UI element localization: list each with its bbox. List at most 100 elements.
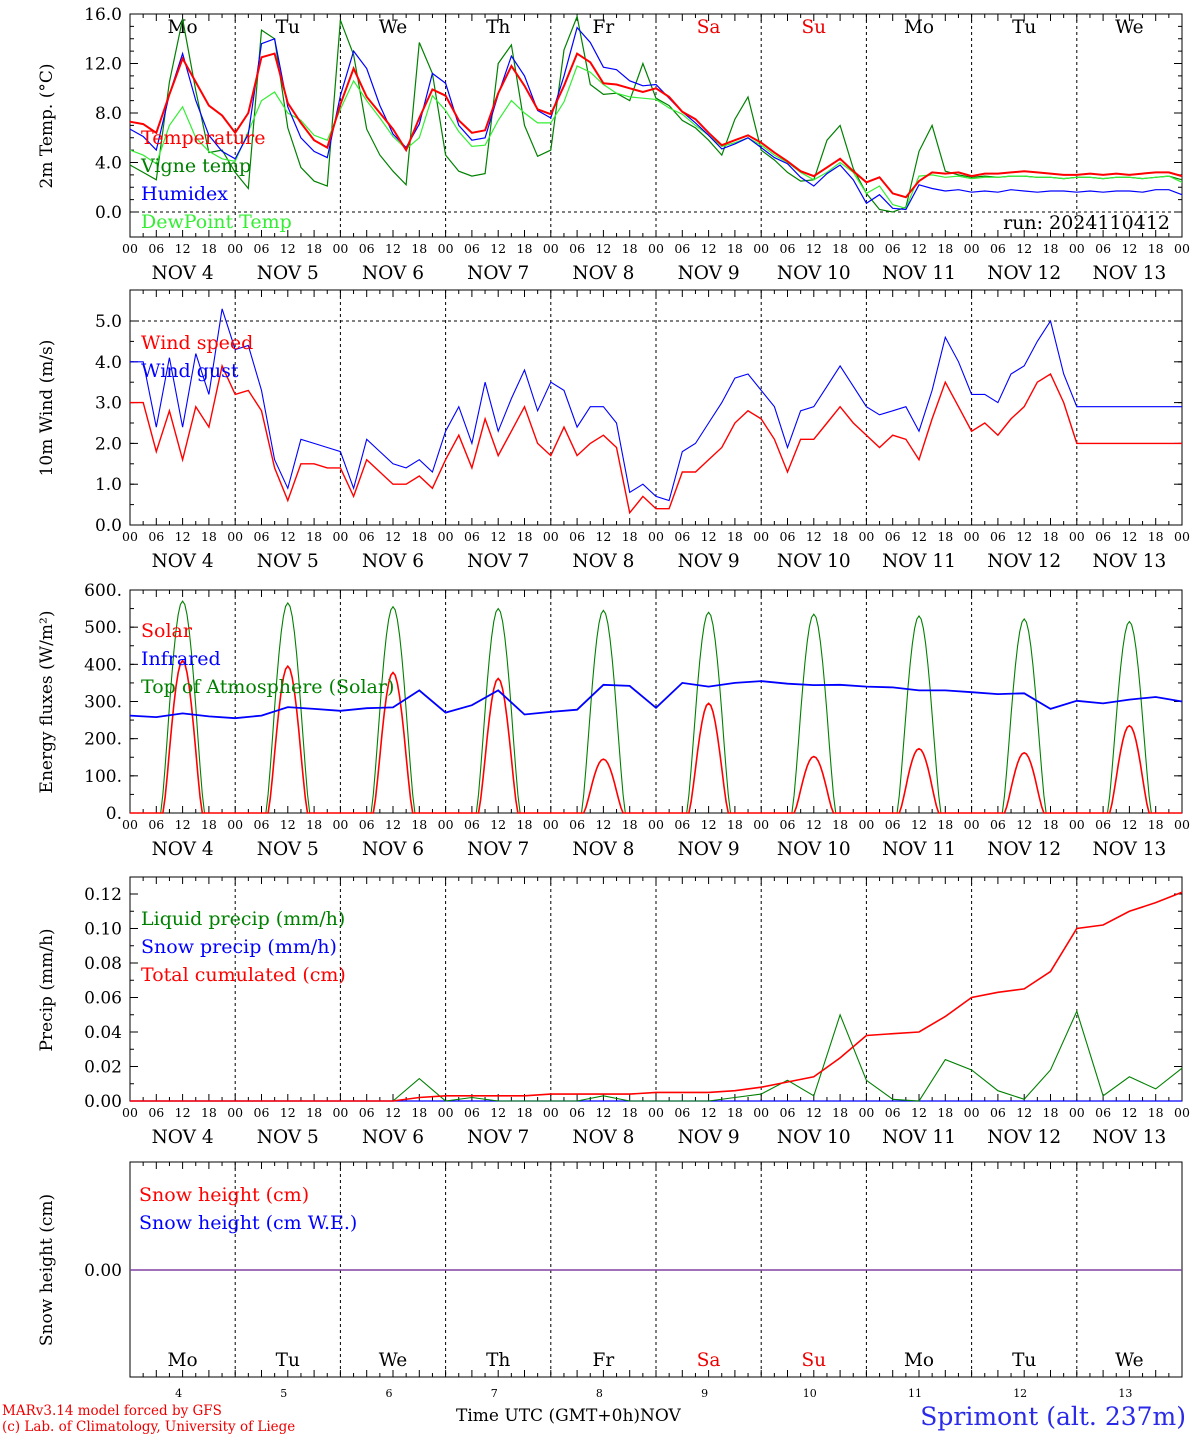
y-tick-label: 0.12 — [84, 885, 122, 905]
hour-label: 18 — [411, 241, 427, 256]
hour-label: 00 — [122, 817, 138, 832]
weekday-label: Su — [802, 17, 827, 38]
hour-label: 18 — [622, 529, 638, 544]
hour-label: 12 — [1016, 241, 1032, 256]
hour-label: 06 — [990, 241, 1006, 256]
weekday-label: Fr — [593, 1350, 615, 1371]
hour-label: 12 — [806, 1105, 822, 1120]
hour-label: 18 — [306, 529, 322, 544]
credit-line-1: MARv3.14 model forced by GFS — [2, 1403, 222, 1419]
day-number-label: 11 — [908, 1387, 922, 1400]
y-tick-label: 0.06 — [84, 989, 122, 1009]
y-axis-label-wind: 10m Wind (m/s) — [37, 340, 57, 477]
hour-label: 00 — [227, 1105, 243, 1120]
hour-label: 00 — [1069, 529, 1085, 544]
hour-label: 18 — [1043, 1105, 1059, 1120]
legend-entry: Total cumulated (cm) — [141, 964, 346, 986]
date-label: NOV 13 — [1092, 263, 1166, 284]
hour-label: 12 — [806, 241, 822, 256]
date-label: NOV 6 — [362, 551, 424, 572]
y-tick-label: 8.0 — [95, 104, 122, 124]
series-line-temperature — [129, 52, 1183, 199]
series-line-wind-speed — [130, 363, 1182, 515]
weekday-label: Mo — [168, 17, 198, 38]
weekday-label: Tu — [276, 1350, 300, 1371]
hour-label: 06 — [885, 529, 901, 544]
date-label: NOV 6 — [362, 263, 424, 284]
hour-label: 12 — [175, 529, 191, 544]
hour-label: 12 — [701, 241, 717, 256]
weekday-label: Sa — [697, 1350, 721, 1371]
hour-label: 12 — [490, 529, 506, 544]
weekday-label: Mo — [904, 1350, 934, 1371]
y-tick-label: 600. — [84, 581, 122, 601]
hour-label: 18 — [832, 1105, 848, 1120]
y-tick-label: 0.04 — [84, 1023, 122, 1043]
y-tick-label: 3.0 — [95, 394, 122, 414]
hour-label: 00 — [1174, 529, 1190, 544]
hour-label: 18 — [1148, 817, 1164, 832]
hour-label: 00 — [1069, 1105, 1085, 1120]
weekday-label: We — [379, 17, 408, 38]
hour-label: 12 — [280, 241, 296, 256]
hour-label: 12 — [280, 1105, 296, 1120]
hour-label: 00 — [543, 817, 559, 832]
hour-label: 06 — [254, 241, 270, 256]
hour-label: 00 — [753, 817, 769, 832]
panel-frame-3 — [129, 589, 1183, 814]
date-label: NOV 9 — [678, 1127, 740, 1148]
hour-label: 12 — [385, 1105, 401, 1120]
weekday-label: Th — [486, 17, 510, 38]
hour-label: 00 — [648, 1105, 664, 1120]
hour-label: 18 — [727, 241, 743, 256]
day-number-label: 8 — [596, 1387, 603, 1400]
day-number-label: 10 — [803, 1387, 817, 1400]
date-label: NOV 4 — [152, 551, 214, 572]
hour-label: 00 — [438, 529, 454, 544]
time-label: Time UTC (GMT+0h) — [456, 1406, 641, 1426]
hour-label: 18 — [1043, 817, 1059, 832]
hour-label: 18 — [201, 241, 217, 256]
y-tick-label: 2.0 — [95, 434, 122, 454]
hour-label: 12 — [911, 817, 927, 832]
hour-label: 00 — [964, 241, 980, 256]
hour-label: 00 — [332, 241, 348, 256]
hour-label: 06 — [148, 817, 164, 832]
hour-label: 12 — [1121, 817, 1137, 832]
hour-label: 06 — [674, 241, 690, 256]
date-label: NOV 5 — [257, 1127, 319, 1148]
hour-label: 00 — [753, 241, 769, 256]
hour-label: 18 — [622, 1105, 638, 1120]
hour-label: 00 — [858, 241, 874, 256]
legend-entry: Vigne temp — [140, 155, 251, 177]
date-label: NOV 13 — [1092, 551, 1166, 572]
weekday-label: Fr — [593, 17, 615, 38]
legend-entry: Snow precip (mm/h) — [141, 936, 337, 958]
hour-label: 06 — [780, 817, 796, 832]
hour-label: 06 — [885, 817, 901, 832]
hour-label: 18 — [622, 817, 638, 832]
hour-label: 12 — [175, 817, 191, 832]
y-tick-label: 0. — [106, 804, 122, 824]
date-label: NOV 10 — [777, 263, 851, 284]
series-line-dewpoint-temp — [129, 65, 1183, 210]
hour-label: 06 — [254, 1105, 270, 1120]
hour-label: 18 — [306, 817, 322, 832]
hour-label: 00 — [122, 241, 138, 256]
hour-label: 00 — [332, 529, 348, 544]
hour-label: 00 — [648, 529, 664, 544]
month-label: NOV — [640, 1406, 681, 1426]
hour-label: 12 — [806, 529, 822, 544]
hour-label: 12 — [1016, 529, 1032, 544]
hour-label: 06 — [569, 817, 585, 832]
date-label: NOV 12 — [987, 1127, 1061, 1148]
y-tick-label: 200. — [84, 730, 122, 750]
footer-credit: MARv3.14 model forced by GFS (c) Lab. of… — [2, 1403, 295, 1435]
hour-label: 18 — [727, 529, 743, 544]
y-axis-label-energy: Energy fluxes (W/m²) — [37, 611, 57, 794]
weekday-label: Su — [802, 1350, 827, 1371]
date-label: NOV 8 — [572, 839, 634, 860]
hour-label: 18 — [832, 817, 848, 832]
weekday-label: Tu — [1012, 1350, 1036, 1371]
hour-label: 06 — [148, 529, 164, 544]
